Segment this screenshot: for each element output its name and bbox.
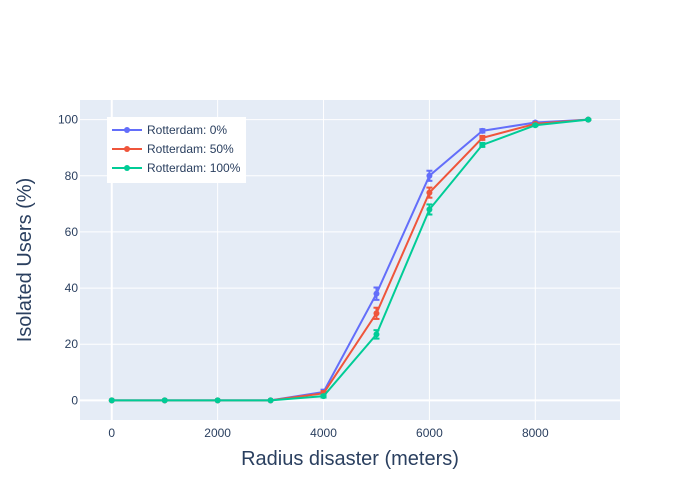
data-point: [532, 122, 539, 129]
x-axis-ticks: 0 2000 4000 6000 8000: [108, 426, 549, 440]
legend-marker: [124, 127, 130, 133]
data-point: [426, 189, 433, 196]
series-line: [111, 118, 589, 402]
data-point: [479, 127, 486, 134]
data-point: [320, 393, 327, 400]
y-tick-label: 40: [65, 281, 79, 295]
data-point: [267, 397, 274, 404]
data-point: [479, 134, 486, 141]
y-tick-label: 80: [65, 169, 79, 183]
y-tick-label: 100: [58, 113, 78, 127]
y-axis-ticks: 0 20 40 60 80 100: [58, 113, 78, 408]
legend: Rotterdam: 0% Rotterdam: 50% Rotterdam: 10…: [107, 117, 246, 183]
y-tick-label: 0: [71, 393, 78, 407]
data-point: [214, 397, 221, 404]
legend-label: Rotterdam: 50%: [147, 142, 234, 156]
x-tick-label: 2000: [204, 426, 231, 440]
x-tick-label: 0: [108, 426, 115, 440]
data-point: [426, 206, 433, 213]
data-point: [108, 397, 115, 404]
data-point: [426, 172, 433, 179]
data-point: [479, 141, 486, 148]
data-point: [161, 397, 168, 404]
x-tick-label: 6000: [416, 426, 443, 440]
grid-lines: [80, 100, 620, 420]
x-axis-title: Radius disaster (meters): [241, 448, 459, 470]
series-layer: [108, 116, 592, 404]
data-point: [585, 116, 592, 123]
y-tick-label: 20: [65, 337, 79, 351]
data-point: [373, 331, 380, 338]
data-point: [373, 290, 380, 297]
x-tick-label: 8000: [522, 426, 549, 440]
y-tick-label: 60: [65, 225, 79, 239]
y-axis-title: Isolated Users (%): [14, 178, 36, 343]
data-point: [373, 310, 380, 317]
legend-marker: [124, 165, 130, 171]
legend-label: Rotterdam: 0%: [147, 123, 227, 137]
x-tick-label: 4000: [310, 426, 337, 440]
legend-label: Rotterdam: 100%: [147, 161, 241, 175]
legend-marker: [124, 146, 130, 152]
series-3: [108, 116, 592, 404]
